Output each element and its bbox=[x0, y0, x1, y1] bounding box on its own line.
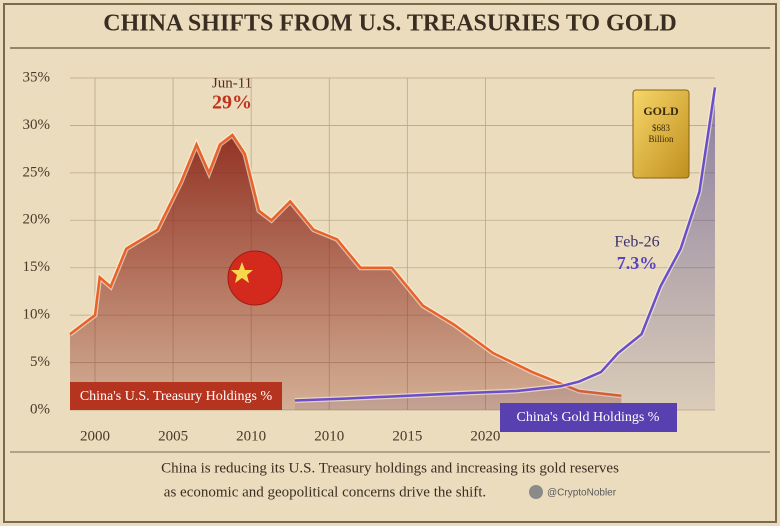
legend-label: China's U.S. Treasury Holdings % bbox=[80, 389, 273, 404]
gold-badge-title: GOLD bbox=[643, 104, 679, 118]
credit-icon bbox=[529, 485, 543, 499]
annotation-label: Feb-26 bbox=[614, 234, 659, 251]
caption: as economic and geopolitical concerns dr… bbox=[164, 484, 486, 500]
y-tick-label: 5% bbox=[30, 354, 50, 370]
x-tick-label: 2000 bbox=[80, 428, 110, 444]
series-area bbox=[70, 134, 622, 410]
gold-bar bbox=[632, 89, 690, 179]
china-flag bbox=[227, 250, 283, 306]
legend-box bbox=[70, 382, 282, 410]
y-tick-label: 25% bbox=[23, 164, 51, 180]
annotation-value: 7.3% bbox=[617, 253, 658, 273]
annotation-value: 29% bbox=[212, 92, 252, 114]
y-tick-label: 30% bbox=[23, 117, 51, 133]
y-tick-label: 20% bbox=[23, 212, 51, 228]
gold-badge-unit: Billion bbox=[648, 134, 674, 144]
series-line bbox=[69, 133, 622, 398]
annotation-label: Jun-11 bbox=[212, 75, 252, 91]
series-area bbox=[294, 87, 715, 410]
chart-title: CHINA SHIFTS FROM U.S. TREASURIES TO GOL… bbox=[103, 11, 676, 37]
frame bbox=[3, 3, 777, 523]
x-tick-label: 2010 bbox=[236, 428, 266, 444]
y-tick-label: 10% bbox=[23, 307, 51, 323]
gold-badge-value: $683 bbox=[652, 123, 671, 133]
credit: @CryptoNobler bbox=[547, 488, 617, 499]
legend-label: China's Gold Holdings % bbox=[517, 410, 660, 425]
y-tick-label: 35% bbox=[23, 69, 51, 85]
series-line bbox=[294, 87, 717, 402]
x-tick-label: 2005 bbox=[158, 428, 188, 444]
flag-star bbox=[231, 262, 253, 283]
y-tick-label: 0% bbox=[30, 401, 50, 417]
y-tick-label: 15% bbox=[23, 259, 51, 275]
legend-box bbox=[500, 403, 677, 432]
x-tick-label: 2015 bbox=[392, 428, 422, 444]
x-tick-label: 2020 bbox=[470, 428, 500, 444]
caption: China is reducing its U.S. Treasury hold… bbox=[161, 460, 619, 476]
x-tick-label: 2010 bbox=[314, 428, 344, 444]
